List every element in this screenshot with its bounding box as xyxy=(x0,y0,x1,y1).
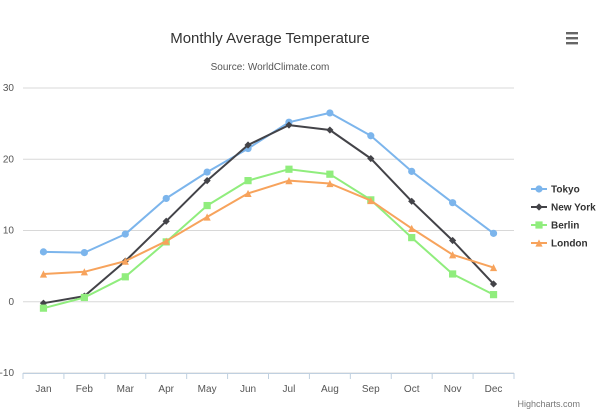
x-tick-label: Oct xyxy=(404,384,420,395)
chart-title: Monthly Average Temperature xyxy=(170,30,370,47)
series-new-york xyxy=(39,121,498,307)
x-tick-label: Apr xyxy=(158,384,174,395)
data-point[interactable] xyxy=(489,263,498,272)
legend-item-new-york[interactable]: New York xyxy=(531,203,596,214)
data-point[interactable] xyxy=(80,248,88,257)
x-tick-label: Dec xyxy=(485,384,503,395)
y-tick-label: -10 xyxy=(0,368,14,379)
data-point[interactable] xyxy=(39,304,48,312)
legend-marker[interactable] xyxy=(535,239,543,247)
series-line xyxy=(42,179,495,275)
x-tick-label: Aug xyxy=(321,384,339,395)
x-tick-label: Nov xyxy=(444,384,462,395)
series-line xyxy=(42,111,495,254)
x-tick-label: May xyxy=(198,384,217,395)
x-tick-label: Jul xyxy=(283,384,296,395)
data-point[interactable] xyxy=(162,194,170,203)
chart-subtitle: Source: WorldClimate.com xyxy=(211,62,330,73)
legend-marker[interactable] xyxy=(535,185,543,193)
x-tick-label: Mar xyxy=(117,384,135,395)
data-point[interactable] xyxy=(367,154,375,163)
legend-label: Tokyo xyxy=(551,185,580,196)
data-point[interactable] xyxy=(408,197,416,205)
legend-label: London xyxy=(551,239,588,250)
data-point[interactable] xyxy=(326,170,334,178)
series-tokyo xyxy=(39,109,498,257)
legend-item-berlin[interactable]: Berlin xyxy=(531,221,579,232)
grid xyxy=(23,87,514,374)
legend-marker[interactable] xyxy=(535,221,543,229)
legend-label: Berlin xyxy=(551,221,579,232)
legend-item-tokyo[interactable]: Tokyo xyxy=(531,185,580,196)
data-point[interactable] xyxy=(80,293,88,302)
data-point[interactable] xyxy=(489,291,498,299)
data-point[interactable] xyxy=(449,236,457,245)
y-tick-label: 30 xyxy=(3,83,15,94)
series-line xyxy=(42,168,495,310)
data-point[interactable] xyxy=(244,141,252,149)
data-point[interactable] xyxy=(244,177,252,185)
data-point[interactable] xyxy=(449,199,457,207)
x-tick-label: Jun xyxy=(240,384,256,395)
data-point[interactable] xyxy=(80,268,88,276)
x-tick-label: Sep xyxy=(362,384,380,395)
series-layer xyxy=(39,109,498,312)
data-point[interactable] xyxy=(367,196,375,205)
data-point[interactable] xyxy=(326,109,334,117)
data-point[interactable] xyxy=(121,257,129,265)
series-london xyxy=(39,177,498,278)
x-axis: Jan Feb Mar Apr May Jun Jul Aug Sep Oct Nov Dec xyxy=(22,373,515,395)
data-point[interactable] xyxy=(203,177,211,185)
data-point[interactable] xyxy=(39,299,48,307)
legend-label: New York xyxy=(551,203,596,214)
data-point[interactable] xyxy=(121,230,129,238)
y-tick-label: 10 xyxy=(3,226,15,237)
y-tick-label: 20 xyxy=(3,154,15,165)
data-point[interactable] xyxy=(244,189,252,198)
chart-menu-button[interactable] xyxy=(562,28,582,48)
data-point[interactable] xyxy=(285,121,293,129)
x-tick-label: Feb xyxy=(76,384,94,395)
data-point[interactable] xyxy=(367,132,375,140)
data-point[interactable] xyxy=(162,217,170,225)
data-point[interactable] xyxy=(326,179,334,188)
legend-item-london[interactable]: London xyxy=(531,239,588,250)
data-point[interactable] xyxy=(408,167,416,175)
legend-marker[interactable] xyxy=(535,203,543,211)
data-point[interactable] xyxy=(449,251,457,259)
menu-icon xyxy=(566,32,578,45)
data-point[interactable] xyxy=(203,201,211,210)
data-point[interactable] xyxy=(203,168,211,176)
data-point[interactable] xyxy=(326,126,334,134)
x-tick-label: Jan xyxy=(35,384,51,395)
series-line xyxy=(42,124,495,305)
data-point[interactable] xyxy=(39,248,48,256)
data-point[interactable] xyxy=(408,234,416,242)
y-axis: -10 0 10 20 30 xyxy=(0,83,14,379)
data-point[interactable] xyxy=(408,224,416,232)
data-point[interactable] xyxy=(449,270,457,278)
data-point[interactable] xyxy=(39,270,48,278)
data-point[interactable] xyxy=(162,237,170,245)
data-point[interactable] xyxy=(121,273,129,281)
data-point[interactable] xyxy=(285,165,293,173)
data-point[interactable] xyxy=(489,280,498,288)
data-point[interactable] xyxy=(203,213,211,221)
data-point[interactable] xyxy=(285,177,293,185)
credits-link[interactable]: Highcharts.com xyxy=(517,399,580,409)
legend: Tokyo New York Berlin London xyxy=(531,185,596,250)
data-point[interactable] xyxy=(489,229,498,237)
y-tick-label: 0 xyxy=(8,297,14,308)
